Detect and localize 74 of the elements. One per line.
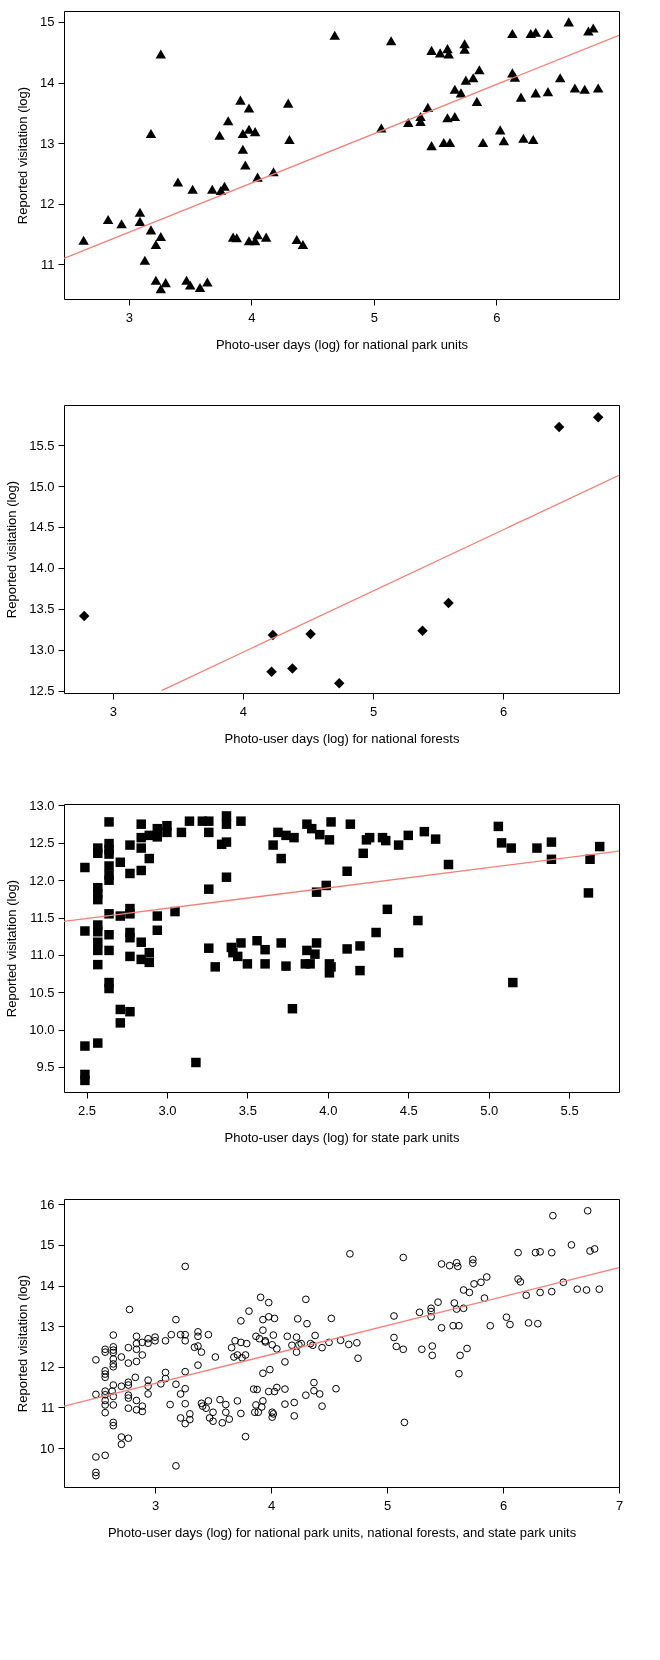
y-tick-label: 15 bbox=[40, 14, 55, 30]
x-tick-label: 5 bbox=[369, 703, 378, 719]
x-tick-label: 5 bbox=[370, 309, 379, 325]
x-tick-label: 4.5 bbox=[399, 1102, 418, 1118]
point bbox=[353, 1338, 361, 1347]
point bbox=[333, 677, 345, 689]
y-tick-label: 15 bbox=[40, 1237, 55, 1253]
x-tick-label: 3.5 bbox=[238, 1102, 257, 1118]
point bbox=[293, 1314, 302, 1323]
point bbox=[266, 666, 277, 677]
point bbox=[549, 1211, 557, 1220]
x-axis-title: Photo-user days (log) for national park units bbox=[215, 336, 469, 352]
y-tick-label: 14 bbox=[40, 1278, 55, 1294]
x-tick-label: 3 bbox=[109, 703, 117, 719]
y-tick-label: 10.5 bbox=[29, 984, 55, 1000]
y-tick-label: 11.0 bbox=[30, 947, 55, 963]
point bbox=[417, 625, 428, 637]
x-axis-title: Photo-user days (log) for national park units, national forests, and state park units bbox=[107, 1524, 577, 1540]
y-tick-label: 13.0 bbox=[29, 642, 55, 658]
x-tick-label: 2.5 bbox=[77, 1102, 97, 1118]
point bbox=[311, 1331, 319, 1340]
point bbox=[427, 1312, 435, 1321]
x-tick-label: 4 bbox=[248, 309, 256, 325]
y-tick-label: 12.5 bbox=[29, 835, 55, 851]
y-tick-label: 14.5 bbox=[29, 519, 55, 535]
y-tick-label: 10.0 bbox=[29, 1022, 55, 1038]
y-tick-label: 14 bbox=[40, 75, 55, 91]
point bbox=[292, 1333, 301, 1341]
y-tick-label: 9.5 bbox=[36, 1059, 55, 1075]
x-axis-title: Photo-user days (log) for national forests bbox=[224, 730, 460, 746]
point bbox=[583, 1206, 592, 1215]
point bbox=[125, 1305, 134, 1314]
point bbox=[553, 421, 565, 433]
y-tick-label: 13.5 bbox=[29, 601, 55, 617]
x-tick-label: 5 bbox=[383, 1497, 392, 1513]
point bbox=[327, 1314, 336, 1323]
x-tick-label: 6 bbox=[493, 309, 501, 325]
y-axis-title: Reported visitation (log) bbox=[4, 480, 20, 619]
x-tick-label: 4.0 bbox=[319, 1102, 338, 1118]
point bbox=[443, 597, 454, 609]
x-tick-label: 4 bbox=[267, 1497, 276, 1513]
x-tick-label: 3 bbox=[151, 1497, 160, 1513]
x-tick-label: 6 bbox=[500, 703, 508, 719]
point bbox=[78, 610, 90, 622]
y-tick-label: 16 bbox=[40, 1196, 55, 1212]
y-tick-label: 11 bbox=[41, 256, 55, 272]
y-tick-label: 11 bbox=[41, 1399, 55, 1415]
y-tick-label: 13.0 bbox=[29, 797, 55, 813]
x-tick-label: 7 bbox=[615, 1497, 624, 1513]
y-axis-title: Reported visitation (log) bbox=[15, 1274, 31, 1413]
y-tick-label: 12 bbox=[40, 1359, 55, 1375]
y-tick-label: 13 bbox=[40, 135, 55, 151]
y-axis-title: Reported visitation (log) bbox=[4, 879, 20, 1018]
x-tick-label: 3.0 bbox=[158, 1102, 177, 1118]
x-tick-label: 3 bbox=[125, 309, 134, 325]
y-tick-label: 13 bbox=[40, 1318, 55, 1334]
y-tick-label: 14.0 bbox=[29, 560, 55, 576]
y-tick-label: 12.5 bbox=[29, 683, 55, 699]
y-tick-label: 12 bbox=[40, 196, 55, 212]
x-tick-label: 5.0 bbox=[480, 1102, 499, 1118]
point bbox=[305, 628, 316, 640]
y-tick-label: 11.5 bbox=[30, 910, 55, 926]
x-tick-label: 5.5 bbox=[560, 1102, 579, 1118]
y-tick-label: 15.0 bbox=[29, 478, 55, 494]
point bbox=[592, 412, 604, 423]
point bbox=[450, 1299, 459, 1307]
point bbox=[287, 663, 298, 674]
y-tick-label: 10 bbox=[40, 1440, 55, 1456]
y-tick-label: 15.5 bbox=[29, 437, 55, 453]
x-tick-label: 6 bbox=[499, 1497, 508, 1513]
y-axis-title: Reported visitation (log) bbox=[15, 86, 31, 225]
x-tick-label: 4 bbox=[239, 703, 248, 719]
x-axis-title: Photo-user days (log) for state park units bbox=[224, 1129, 460, 1145]
y-tick-label: 12.0 bbox=[29, 872, 55, 888]
